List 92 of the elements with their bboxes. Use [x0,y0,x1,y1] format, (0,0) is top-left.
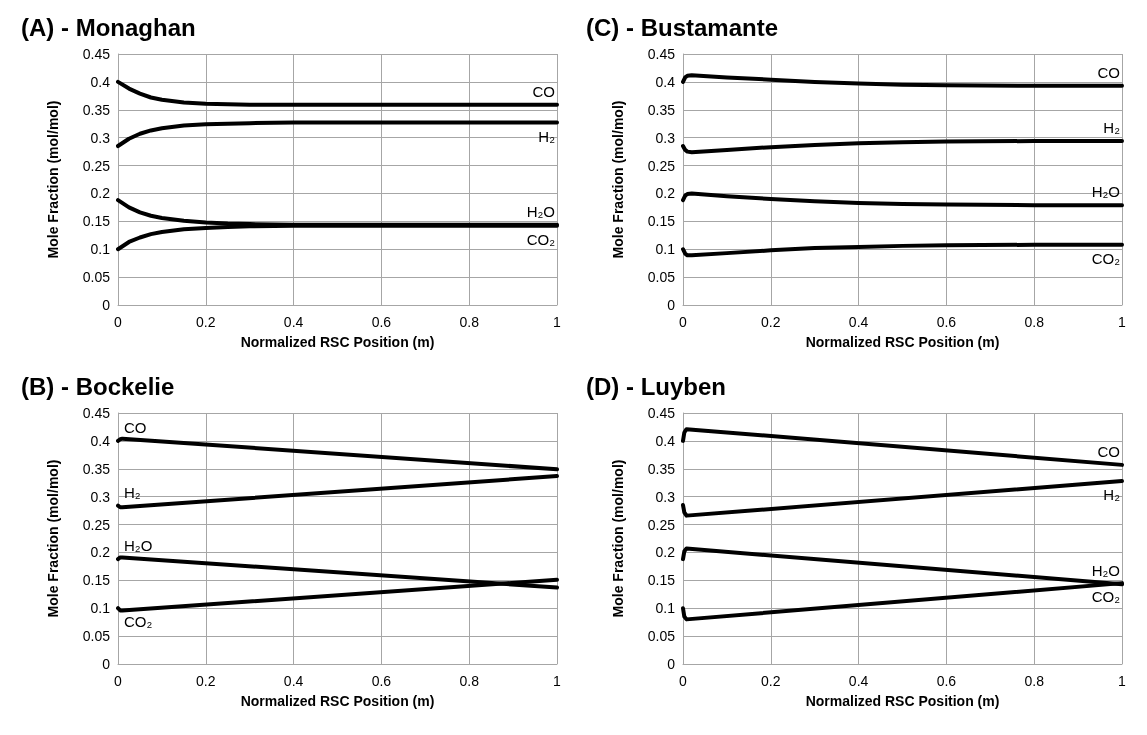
series-label: CO [532,82,555,100]
chart-title: (A) - Monaghan [21,13,196,41]
x-tick-label: 0 [679,314,688,330]
y-tick-label: 0.1 [90,600,111,617]
x-tick-label: 0 [114,314,123,330]
y-axis-title: Mole Fraction (mol/mol) [610,100,626,259]
x-tick-label: 0.6 [936,314,957,330]
x-axis-title: Normalized RSC Position (m) [805,693,1000,709]
y-tick-label: 0.25 [82,157,111,174]
series-label: H₂O [1091,183,1120,201]
y-tick-label: 0.35 [82,101,111,118]
y-tick-label: 0.15 [647,572,676,589]
y-tick-label: 0.2 [655,185,676,202]
y-tick-label: 0 [102,297,111,313]
x-tick-label: 0.2 [761,673,781,689]
y-tick-label: 0.15 [82,213,111,230]
series-label: CO [124,418,147,436]
y-tick-label: 0.45 [82,46,111,62]
x-tick-label: 0.4 [283,673,304,689]
series-label: H₂O [124,537,153,555]
y-tick-label: 0.2 [90,185,111,202]
x-tick-label: 0.6 [371,673,392,689]
series-label: H₂ [124,483,141,501]
x-tick-label: 0.8 [1024,314,1045,330]
y-tick-label: 0.3 [655,129,676,146]
series-label: CO₂ [1091,249,1121,267]
chart-title: (D) - Luyben [586,372,726,400]
series-label: H₂O [526,202,555,220]
y-tick-label: 0.25 [647,157,676,174]
x-tick-label: 1 [553,314,562,330]
series-label: CO₂ [526,230,556,248]
x-tick-label: 1 [553,673,562,689]
x-tick-label: 0.4 [848,673,869,689]
y-tick-label: 0.3 [90,488,111,505]
y-tick-label: 0.3 [655,488,676,505]
x-axis-title: Normalized RSC Position (m) [240,334,435,350]
y-tick-label: 0.45 [82,405,111,421]
series-label: H₂ [1103,119,1121,137]
series-label: CO₂ [124,613,153,631]
y-tick-label: 0.1 [655,241,676,258]
y-tick-label: 0.05 [647,269,676,286]
x-tick-label: 0.6 [371,314,392,330]
y-tick-label: 0.35 [82,460,111,477]
y-tick-label: 0.25 [82,516,111,533]
y-tick-label: 0.1 [655,600,676,617]
y-tick-label: 0 [667,656,676,672]
y-tick-label: 0.15 [647,213,676,230]
y-tick-label: 0.1 [90,241,111,258]
x-tick-label: 0.2 [761,314,781,330]
x-tick-label: 0.6 [936,673,957,689]
x-axis-title: Normalized RSC Position (m) [805,334,1000,350]
y-tick-label: 0 [667,297,676,313]
y-tick-label: 0.45 [647,46,676,62]
y-tick-label: 0.4 [90,432,111,449]
y-tick-label: 0.45 [647,405,676,421]
y-tick-label: 0.4 [655,432,676,449]
series-label: H₂ [1103,486,1121,504]
series-label: H₂O [1091,562,1120,580]
y-tick-label: 0 [102,656,111,672]
series-label: CO [1097,442,1120,460]
y-tick-label: 0.3 [90,129,111,146]
y-tick-label: 0.2 [655,544,676,561]
x-tick-label: 1 [1118,314,1127,330]
series-label: H₂ [538,127,556,145]
y-tick-label: 0.4 [90,73,111,90]
x-tick-label: 0.8 [1024,673,1045,689]
chart-title: (B) - Bockelie [21,372,175,400]
x-tick-label: 0.8 [459,314,480,330]
y-tick-label: 0.05 [647,628,676,645]
x-tick-label: 0.4 [848,314,869,330]
chart-title: (C) - Bustamante [586,13,779,41]
series-label: CO [1097,63,1120,81]
y-axis-title: Mole Fraction (mol/mol) [45,100,61,259]
x-tick-label: 0 [114,673,123,689]
series-label: CO₂ [1091,588,1121,606]
x-tick-label: 0.2 [196,314,216,330]
x-axis-title: Normalized RSC Position (m) [240,693,435,709]
x-tick-label: 0.4 [283,314,304,330]
y-tick-label: 0.05 [82,269,111,286]
y-tick-label: 0.15 [82,572,111,589]
y-tick-label: 0.2 [90,544,111,561]
y-tick-label: 0.25 [647,516,676,533]
x-tick-label: 1 [1118,673,1127,689]
y-axis-title: Mole Fraction (mol/mol) [45,459,61,618]
y-tick-label: 0.35 [647,460,676,477]
y-tick-label: 0.35 [647,101,676,118]
x-tick-label: 0 [679,673,688,689]
y-axis-title: Mole Fraction (mol/mol) [610,459,626,618]
x-tick-label: 0.2 [196,673,216,689]
y-tick-label: 0.4 [655,73,676,90]
x-tick-label: 0.8 [459,673,480,689]
y-tick-label: 0.05 [82,628,111,645]
